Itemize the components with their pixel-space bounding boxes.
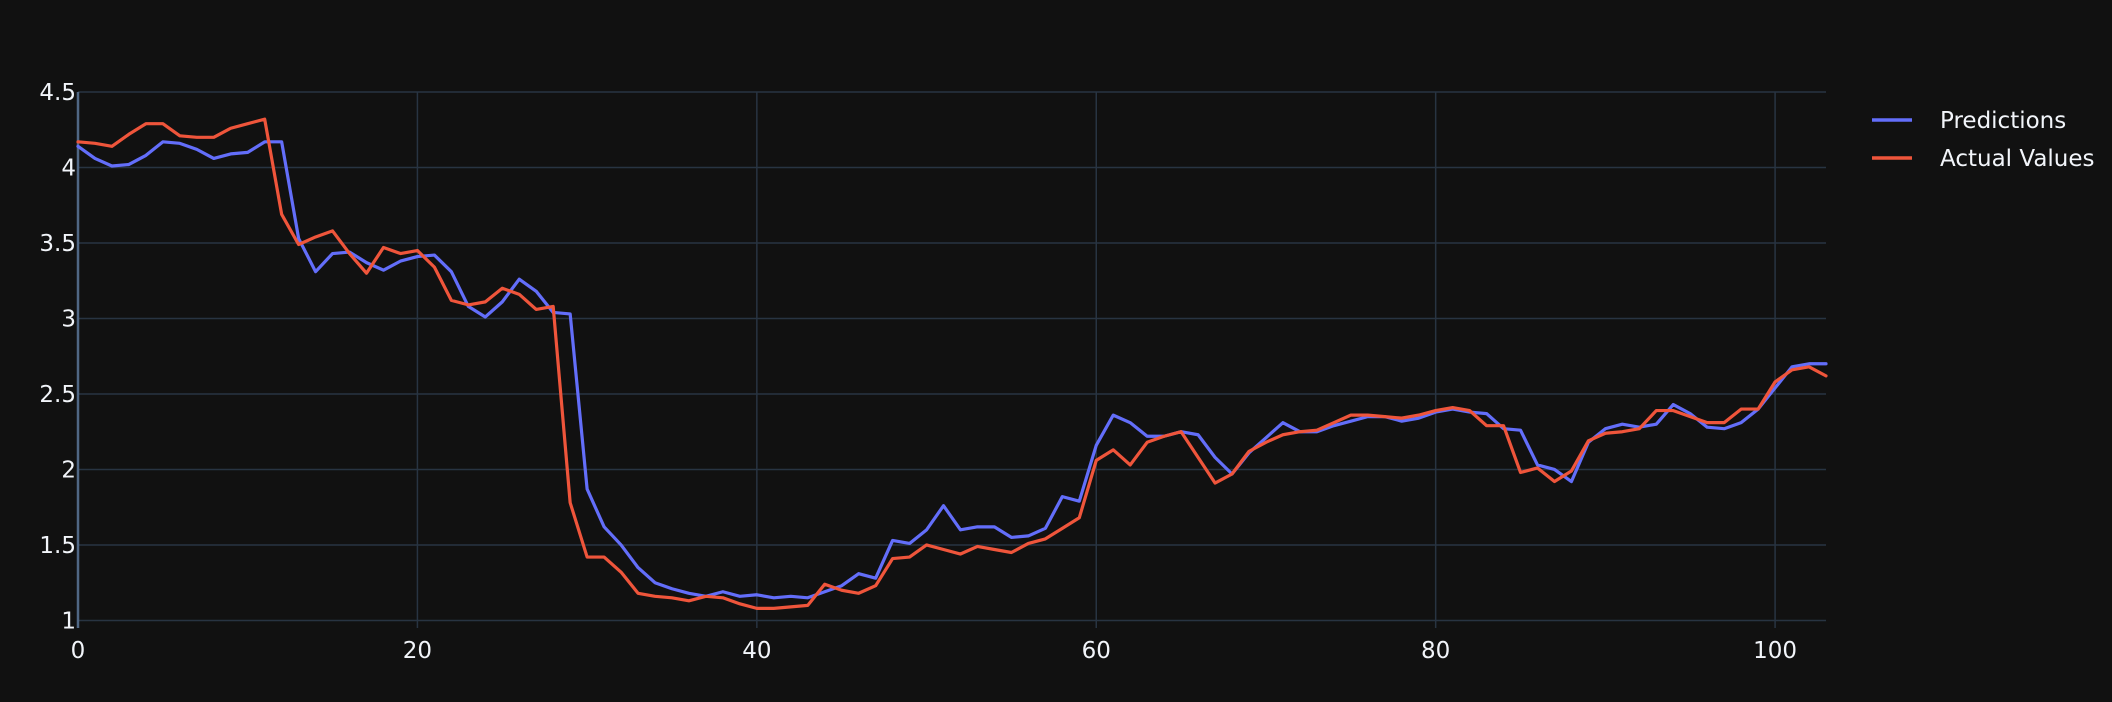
- legend[interactable]: Predictions Actual Values: [1872, 108, 2095, 172]
- y-tick-label: 1.5: [39, 533, 76, 559]
- x-tick-label: 20: [403, 638, 432, 664]
- y-tick-label: 3.5: [39, 231, 76, 257]
- y-tick-label: 2.5: [39, 382, 76, 408]
- grid: [77, 91, 1826, 628]
- x-tick-label: 100: [1753, 638, 1797, 664]
- y-tick-label: 4.5: [39, 80, 76, 106]
- x-tick-label: 40: [742, 638, 771, 664]
- y-tick-label: 1: [61, 608, 76, 634]
- y-tick-label: 3: [61, 306, 76, 332]
- y-tick-label: 2: [61, 457, 76, 483]
- legend-item-actual-values[interactable]: Actual Values: [1872, 146, 2095, 172]
- series-line-actual-values: [76, 117, 1828, 610]
- legend-label: Actual Values: [1940, 146, 2095, 172]
- x-tick-label: 80: [1421, 638, 1450, 664]
- legend-item-predictions[interactable]: Predictions: [1872, 108, 2066, 134]
- x-tick-label: 0: [71, 638, 86, 664]
- series-lines: [76, 117, 1828, 610]
- x-tick-label: 60: [1082, 638, 1111, 664]
- axes: 1 1.5 2 2.5 3 3.5 4 4.5 0 20 40 60 80 100: [39, 80, 1797, 664]
- series-line-predictions: [76, 140, 1828, 600]
- y-tick-label: 4: [61, 155, 76, 181]
- legend-label: Predictions: [1940, 108, 2066, 134]
